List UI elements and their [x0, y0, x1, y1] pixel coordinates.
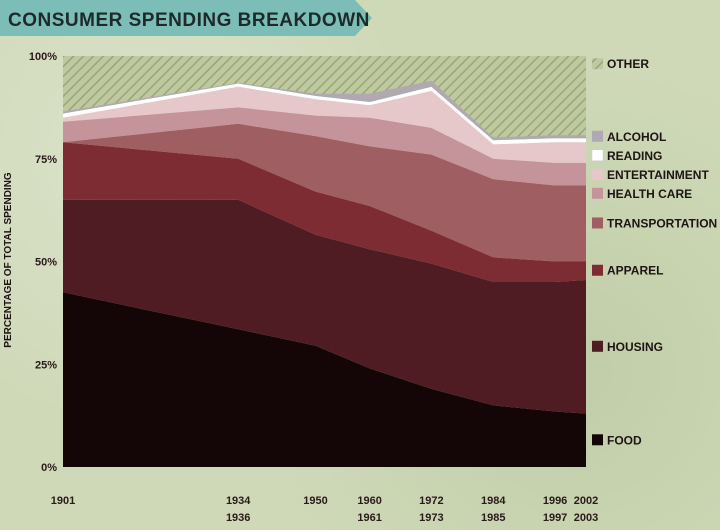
area-housing: [63, 199, 586, 414]
y-tick-label: 75%: [35, 154, 57, 166]
x-tick-label: 1961: [357, 512, 381, 524]
legend-label-other: OTHER: [607, 57, 649, 71]
legend-swatch-reading: [591, 149, 604, 162]
area-entertainment: [63, 86, 586, 163]
x-tick-label: 1960: [357, 495, 381, 507]
area-transportation: [63, 123, 586, 262]
legend-label-food: FOOD: [607, 433, 642, 447]
x-tick-label: 1950: [303, 495, 327, 507]
x-tick-label: 2002: [574, 495, 598, 507]
y-axis-title: PERCENTAGE OF TOTAL SPENDING: [3, 172, 14, 348]
area-food: [63, 292, 586, 467]
title-banner-shape: [0, 0, 372, 36]
x-tick-label: 1984: [481, 495, 506, 507]
area-series-group: [63, 80, 586, 467]
legend-label-apparel: APPAREL: [607, 264, 663, 278]
y-tick-label: 0%: [41, 462, 57, 474]
legend-label-entertainment: ENTERTAINMENT: [607, 168, 709, 182]
x-tick-label: 1972: [419, 495, 443, 507]
x-tick-label: 1997: [543, 512, 567, 524]
legend-swatch-other: [592, 58, 603, 70]
area-apparel: [63, 142, 586, 282]
legend-swatch-food: [592, 434, 603, 446]
chart-title: CONSUMER SPENDING BREAKDOWN: [8, 10, 370, 31]
x-tick-label: 2003: [574, 512, 598, 524]
y-tick-label: 50%: [35, 257, 57, 269]
y-tick-label: 100%: [29, 51, 57, 63]
legend-swatch-apparel: [592, 264, 603, 276]
legend-label-housing: HOUSING: [607, 340, 663, 354]
legend-label-health-care: HEALTH CARE: [607, 187, 692, 201]
legend-swatch-alcohol: [592, 130, 603, 142]
y-axis-ticks: 0% 25% 50% 75% 100%: [29, 51, 57, 474]
x-tick-label: 1901: [51, 495, 75, 507]
x-tick-label: 1973: [419, 512, 443, 524]
x-tick-label: 1996: [543, 495, 567, 507]
y-tick-label: 25%: [35, 359, 57, 371]
legend-swatch-entertainment: [592, 168, 603, 180]
x-tick-label: 1934: [226, 495, 251, 507]
x-axis-ticks: 1901 1934 1936 1950 1960 1961 1972 1973 1984 1985…: [51, 495, 598, 524]
legend-swatch-health-care: [592, 187, 603, 199]
title-banner: CONSUMER SPENDING BREAKDOWN: [0, 0, 372, 36]
legend-swatch-transportation: [592, 217, 603, 229]
x-tick-label: 1985: [481, 512, 505, 524]
legend-label-transportation: TRANSPORTATION: [607, 216, 717, 230]
legend: OTHER ALCOHOL READING ENTERTAINMENT HEALTH C…: [591, 57, 717, 447]
legend-label-alcohol: ALCOHOL: [607, 130, 666, 144]
legend-label-reading: READING: [607, 149, 662, 163]
area-health-care: [63, 107, 586, 186]
legend-swatch-housing: [592, 340, 603, 352]
x-tick-label: 1936: [226, 512, 250, 524]
